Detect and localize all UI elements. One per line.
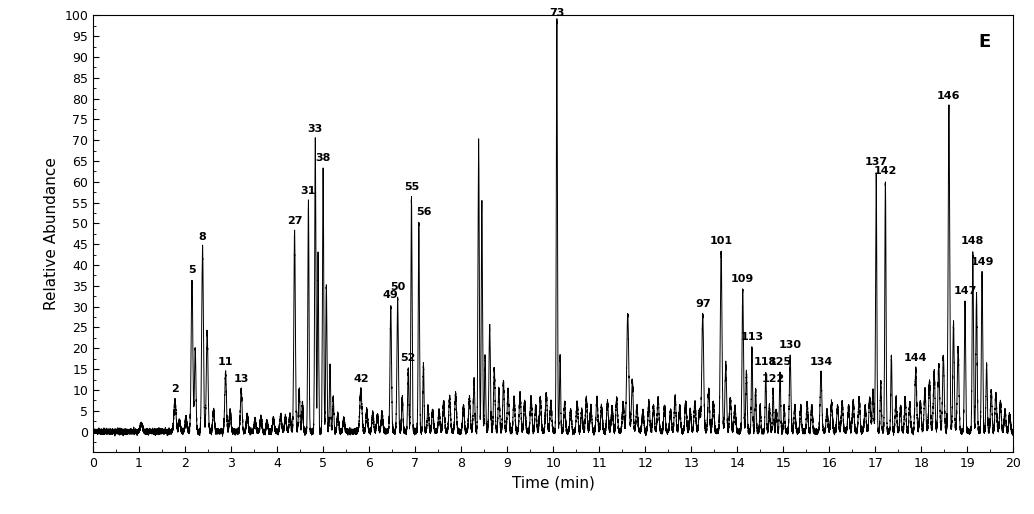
- Text: 144: 144: [904, 353, 927, 363]
- Text: 125: 125: [768, 357, 792, 367]
- Text: 137: 137: [864, 157, 888, 167]
- Text: 42: 42: [353, 374, 369, 383]
- Text: 5: 5: [188, 265, 195, 276]
- Text: 49: 49: [383, 290, 399, 301]
- Text: 147: 147: [953, 286, 977, 296]
- Y-axis label: Relative Abundance: Relative Abundance: [43, 157, 59, 310]
- X-axis label: Time (min): Time (min): [512, 476, 595, 491]
- Text: 52: 52: [400, 353, 416, 363]
- Text: 56: 56: [417, 207, 432, 217]
- Text: 149: 149: [970, 257, 994, 267]
- Text: 33: 33: [308, 124, 323, 134]
- Text: 146: 146: [937, 90, 961, 101]
- Text: 27: 27: [286, 215, 302, 226]
- Text: 113: 113: [740, 332, 763, 342]
- Text: 38: 38: [315, 153, 331, 163]
- Text: 122: 122: [761, 374, 785, 383]
- Text: 118: 118: [754, 357, 778, 367]
- Text: E: E: [978, 33, 991, 51]
- Text: 109: 109: [731, 274, 755, 284]
- Text: 55: 55: [404, 182, 419, 192]
- Text: 130: 130: [779, 340, 801, 351]
- Text: 11: 11: [218, 357, 234, 367]
- Text: 148: 148: [962, 236, 984, 246]
- Text: 134: 134: [810, 357, 832, 367]
- Text: 13: 13: [234, 374, 249, 383]
- Text: 97: 97: [695, 299, 710, 309]
- Text: 31: 31: [301, 187, 316, 196]
- Text: 2: 2: [171, 384, 179, 394]
- Text: 8: 8: [199, 232, 207, 242]
- Text: 142: 142: [874, 166, 898, 176]
- Text: 101: 101: [709, 236, 733, 246]
- Text: 73: 73: [549, 8, 565, 17]
- Text: 50: 50: [390, 282, 405, 292]
